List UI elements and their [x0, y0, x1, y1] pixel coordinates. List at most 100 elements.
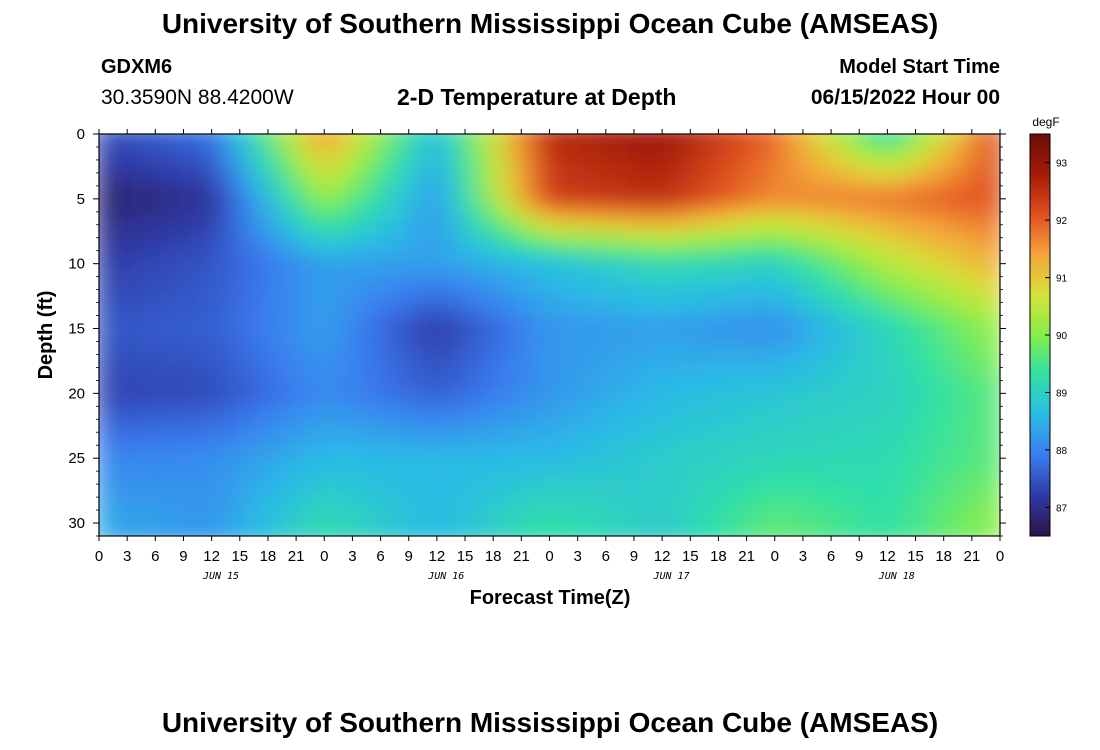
heatmap-cell — [647, 347, 658, 362]
heatmap-cell — [694, 256, 705, 271]
heatmap-cell — [732, 412, 743, 427]
heatmap-cell — [178, 425, 189, 440]
heatmap-cell — [478, 464, 489, 479]
heatmap-cell — [412, 243, 424, 258]
heatmap-cell — [478, 269, 489, 284]
heatmap-cell — [891, 386, 902, 401]
heatmap-cell — [750, 321, 762, 336]
heatmap-cell — [929, 178, 940, 193]
heatmap-cell — [610, 243, 621, 258]
heatmap-cell — [835, 438, 846, 453]
heatmap-cell — [99, 334, 105, 349]
heatmap-cell — [703, 243, 715, 258]
heatmap-cell — [741, 503, 752, 518]
heatmap-cell — [900, 373, 912, 388]
heatmap-cell — [206, 134, 217, 141]
heatmap-cell — [234, 464, 245, 479]
heatmap-cell — [365, 490, 377, 505]
heatmap-cell — [534, 334, 546, 349]
heatmap-cell — [131, 347, 142, 362]
heatmap-cell — [272, 204, 283, 219]
heatmap-cell — [469, 334, 480, 349]
heatmap-cell — [666, 139, 677, 154]
heatmap-cell — [140, 152, 152, 167]
heatmap-cell — [384, 490, 396, 505]
heatmap-cell — [206, 217, 217, 232]
heatmap-cell — [469, 503, 480, 518]
heatmap-cell — [610, 191, 621, 206]
heatmap-cell — [309, 360, 321, 375]
heatmap-cell — [638, 230, 649, 245]
heatmap-cell — [563, 399, 574, 414]
heatmap-cell — [234, 425, 245, 440]
heatmap-cell — [140, 230, 152, 245]
heatmap-cell — [675, 269, 687, 284]
heatmap-cell — [788, 134, 799, 141]
heatmap-cell — [938, 321, 949, 336]
heatmap-cell — [159, 425, 170, 440]
heatmap-cell — [741, 295, 752, 310]
heatmap-cell — [647, 256, 658, 271]
heatmap-cell — [863, 204, 874, 219]
heatmap-cell — [459, 334, 471, 349]
heatmap-cell — [215, 451, 227, 466]
heatmap-cell — [347, 139, 358, 154]
heatmap-cell — [225, 516, 236, 531]
colorbar-tick-label: 90 — [1056, 331, 1068, 342]
heatmap-cell — [140, 477, 152, 492]
heatmap-cell — [722, 360, 734, 375]
heatmap-cell — [703, 347, 715, 362]
heatmap-cell — [591, 230, 602, 245]
heatmap-cell — [563, 386, 574, 401]
heatmap-cell — [816, 529, 827, 536]
heatmap-cell — [910, 464, 921, 479]
heatmap-cell — [544, 256, 555, 271]
heatmap-cell — [281, 191, 292, 206]
heatmap-cell — [976, 282, 987, 297]
heatmap-cell — [337, 230, 349, 245]
heatmap-cell — [206, 438, 217, 453]
heatmap-cell — [760, 360, 771, 375]
heatmap-cell — [825, 165, 837, 180]
heatmap-cell — [919, 347, 931, 362]
heatmap-cell — [431, 308, 443, 323]
heatmap-cell — [215, 139, 227, 154]
heatmap-cell — [732, 425, 743, 440]
heatmap-cell — [534, 477, 546, 492]
heatmap-cell — [816, 347, 827, 362]
heatmap-cell — [412, 373, 424, 388]
heatmap-cell — [534, 256, 546, 271]
heatmap-cell — [422, 451, 433, 466]
heatmap-cell — [825, 464, 837, 479]
heatmap-cell — [478, 347, 489, 362]
heatmap-cell — [882, 191, 893, 206]
heatmap-cell — [159, 516, 170, 531]
heatmap-cell — [769, 230, 780, 245]
heatmap-cell — [591, 134, 602, 141]
heatmap-cell — [337, 425, 349, 440]
heatmap-cell — [929, 243, 940, 258]
heatmap-cell — [647, 139, 658, 154]
x-tick-label: 0 — [771, 548, 779, 565]
heatmap-cell — [882, 516, 893, 531]
heatmap-cell — [713, 347, 724, 362]
heatmap-cell — [844, 134, 856, 141]
heatmap-cell — [938, 360, 949, 375]
heatmap-cell — [112, 321, 123, 336]
heatmap-cell — [966, 516, 978, 531]
heatmap-cell — [375, 308, 386, 323]
heatmap-cell — [947, 516, 959, 531]
heatmap-cell — [985, 256, 996, 271]
heatmap-cell — [262, 165, 274, 180]
heatmap-cell — [262, 438, 274, 453]
heatmap-cell — [140, 425, 152, 440]
heatmap-cell — [450, 295, 461, 310]
heatmap-cell — [957, 477, 968, 492]
heatmap-cell — [844, 464, 856, 479]
heatmap-cell — [290, 451, 302, 466]
heatmap-cell — [685, 464, 696, 479]
heatmap-cell — [581, 425, 593, 440]
heatmap-cell — [253, 308, 264, 323]
heatmap-cell — [319, 490, 330, 505]
heatmap-cell — [356, 334, 367, 349]
